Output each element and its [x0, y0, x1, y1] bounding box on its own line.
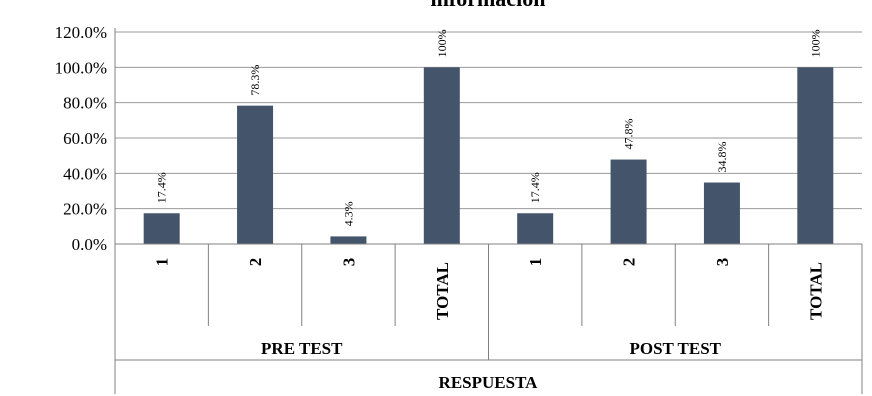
- group-label: POST TEST: [629, 339, 721, 358]
- x-tick-label: 1: [526, 258, 545, 267]
- bar: [797, 67, 834, 244]
- data-label: 4.3%: [341, 201, 355, 226]
- bar: [610, 159, 647, 244]
- bar: [423, 67, 460, 244]
- data-label: 78.3%: [248, 65, 262, 96]
- data-label: 17.4%: [155, 172, 169, 203]
- x-tick-label: 2: [620, 258, 639, 267]
- y-tick-label: 40.0%: [63, 164, 107, 183]
- bar: [330, 236, 367, 244]
- bar: [143, 213, 180, 244]
- x-tick-label: TOTAL: [806, 262, 825, 320]
- y-tick-label: 100.0%: [55, 58, 107, 77]
- x-tick-label: 3: [339, 258, 358, 267]
- bar: [237, 105, 274, 244]
- x-axis-label: RESPUESTA: [439, 373, 539, 392]
- y-tick-label: 120.0%: [55, 23, 107, 42]
- bar: [517, 213, 554, 244]
- x-tick-label: 2: [246, 258, 265, 267]
- y-tick-label: 0.0%: [72, 235, 107, 254]
- y-tick-label: 80.0%: [63, 94, 107, 113]
- x-tick-label: 3: [713, 258, 732, 267]
- data-label: 100%: [808, 29, 822, 57]
- y-tick-label: 20.0%: [63, 200, 107, 219]
- y-tick-label: 60.0%: [63, 129, 107, 148]
- data-label: 47.8%: [622, 119, 636, 150]
- chart-title: información: [431, 0, 546, 11]
- data-label: 17.4%: [528, 172, 542, 203]
- data-label: 100%: [435, 29, 449, 57]
- bar: [703, 182, 740, 244]
- x-tick-label: 1: [153, 258, 172, 267]
- data-label: 34.8%: [715, 142, 729, 173]
- group-label: PRE TEST: [261, 339, 343, 358]
- x-tick-label: TOTAL: [433, 262, 452, 320]
